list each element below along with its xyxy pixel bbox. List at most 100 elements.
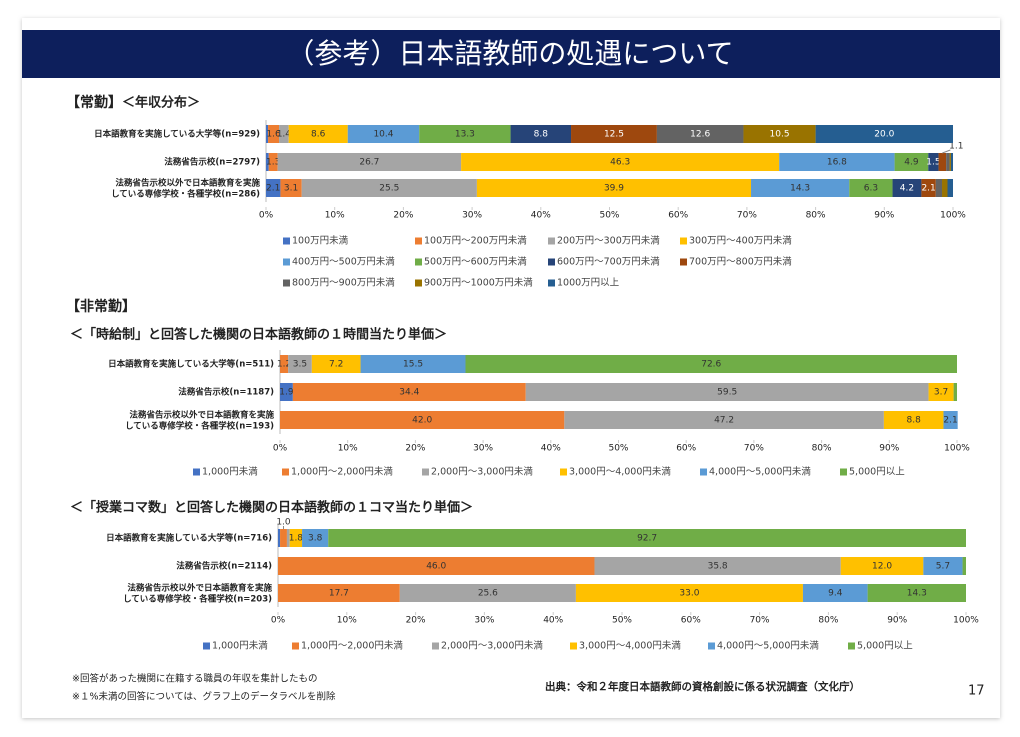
- bar-segment: [286, 529, 290, 547]
- data-label: 10.4: [373, 130, 393, 140]
- legend-swatch: [422, 468, 429, 476]
- x-tick-label: 60%: [681, 616, 701, 626]
- data-label: 3.5: [293, 360, 307, 370]
- bar-segment: [849, 179, 893, 197]
- category-label: 法務省告示校(n=1187): [178, 387, 274, 398]
- bar-segment: [938, 153, 947, 171]
- bar-segment: [280, 411, 565, 429]
- bar-segment: [575, 584, 803, 602]
- bar-segment: [289, 529, 303, 547]
- data-label: 8.6: [311, 130, 326, 140]
- data-label: 4.2: [900, 184, 914, 194]
- data-label: 3.1: [284, 184, 298, 194]
- bar-segment: [571, 125, 657, 143]
- x-tick-label: 70%: [744, 444, 764, 454]
- x-tick-label: 70%: [737, 211, 757, 221]
- legend-swatch: [415, 237, 422, 245]
- bar-segment: [892, 179, 922, 197]
- bar-segment: [266, 179, 281, 197]
- bar-segment: [815, 125, 953, 143]
- legend-swatch: [548, 258, 555, 266]
- x-tick-label: 90%: [879, 444, 899, 454]
- section-heading: 【非常勤】: [66, 298, 136, 315]
- legend-label: 700万円～800万円未満: [689, 256, 792, 268]
- legend-label: 100万円～200万円未満: [424, 235, 527, 247]
- bar-segment: [280, 529, 287, 547]
- bar-segment: [779, 153, 895, 171]
- legend-label: 4,000円～5,000円未満: [717, 640, 819, 652]
- data-label: 25.6: [478, 589, 498, 599]
- x-tick-label: 40%: [543, 616, 563, 626]
- legend-swatch: [282, 468, 289, 476]
- x-tick-label: 30%: [473, 444, 493, 454]
- x-tick-label: 70%: [750, 616, 770, 626]
- data-label: 7.2: [329, 360, 343, 370]
- data-label: 1.3: [266, 158, 280, 168]
- bar-segment: [594, 557, 841, 575]
- data-label: 3.8: [308, 534, 323, 544]
- bar-segment: [921, 179, 936, 197]
- footnote: ※回答があった機関に在籍する職員の年収を集計したもの: [72, 673, 317, 685]
- x-tick-label: 20%: [405, 444, 425, 454]
- data-label: 10.5: [770, 130, 790, 140]
- data-label: 35.8: [708, 562, 728, 572]
- x-tick-label: 10%: [338, 444, 358, 454]
- data-label: 15.5: [403, 360, 423, 370]
- data-label: 14.3: [907, 589, 927, 599]
- chart-title: ＜「時給制」と回答した機関の日本語教師の１時間当たり単価＞: [70, 327, 447, 343]
- data-label: 9.4: [828, 589, 843, 599]
- bar-segment: [923, 557, 963, 575]
- bar-segment: [328, 529, 966, 547]
- bar-segment: [280, 383, 293, 401]
- data-label: 20.0: [874, 130, 894, 140]
- data-label: 42.0: [412, 416, 432, 426]
- data-label: 72.6: [701, 360, 721, 370]
- legend-label: 300万円～400万円未満: [689, 235, 792, 247]
- bar-segment: [947, 179, 953, 197]
- legend-label: 100万円未満: [292, 235, 349, 247]
- data-label: 2.1: [266, 184, 280, 194]
- legend-swatch: [203, 642, 210, 650]
- legend-swatch: [283, 258, 290, 266]
- category-label: 法務省告示校以外で日本語教育を実施している専修学校・各種学校(n=203): [123, 582, 272, 604]
- bar-segment: [867, 584, 966, 602]
- bar-segment: [949, 153, 951, 171]
- data-label: 39.9: [604, 184, 624, 194]
- category-label: 日本語教育を実施している大学等(n=716): [106, 533, 272, 544]
- x-tick-label: 90%: [874, 211, 894, 221]
- bar-segment: [268, 153, 278, 171]
- bar-segment: [883, 411, 944, 429]
- legend-swatch: [840, 468, 847, 476]
- bar-segment: [280, 179, 302, 197]
- bar-segment: [962, 557, 966, 575]
- legend-swatch: [548, 237, 555, 245]
- header-band: [22, 30, 1000, 78]
- bar-segment: [277, 153, 462, 171]
- legend-label: 1,000円未満: [212, 640, 268, 652]
- legend-label: 1000万円以上: [557, 278, 620, 289]
- legend-label: 1,000円～2,000円未満: [291, 466, 393, 478]
- x-tick-label: 60%: [668, 211, 688, 221]
- legend-label: 5,000円以上: [857, 641, 913, 652]
- category-label: 法務省告示校(n=2114): [176, 561, 272, 572]
- data-label: 6.3: [864, 184, 878, 194]
- legend-label: 800万円～900万円未満: [292, 277, 395, 289]
- legend-label: 500万円～600万円未満: [424, 256, 527, 268]
- section-heading: 【常勤】: [66, 94, 122, 111]
- legend-swatch: [432, 642, 439, 650]
- bar-segment: [751, 179, 850, 197]
- data-label: 3.7: [934, 388, 948, 398]
- legend-swatch: [415, 279, 422, 287]
- data-label: 1.9: [279, 388, 294, 398]
- x-tick-label: 0%: [273, 444, 288, 454]
- legend-label: 1,000円未満: [202, 466, 258, 478]
- bar-segment: [564, 411, 884, 429]
- bar-segment: [476, 179, 752, 197]
- bar-segment: [928, 383, 954, 401]
- data-label: 14.3: [790, 184, 810, 194]
- data-label: 59.5: [717, 388, 737, 398]
- legend-swatch: [680, 258, 687, 266]
- data-label: 17.7: [329, 589, 349, 599]
- legend-swatch: [415, 258, 422, 266]
- legend-label: 400万円～500万円未満: [292, 256, 395, 268]
